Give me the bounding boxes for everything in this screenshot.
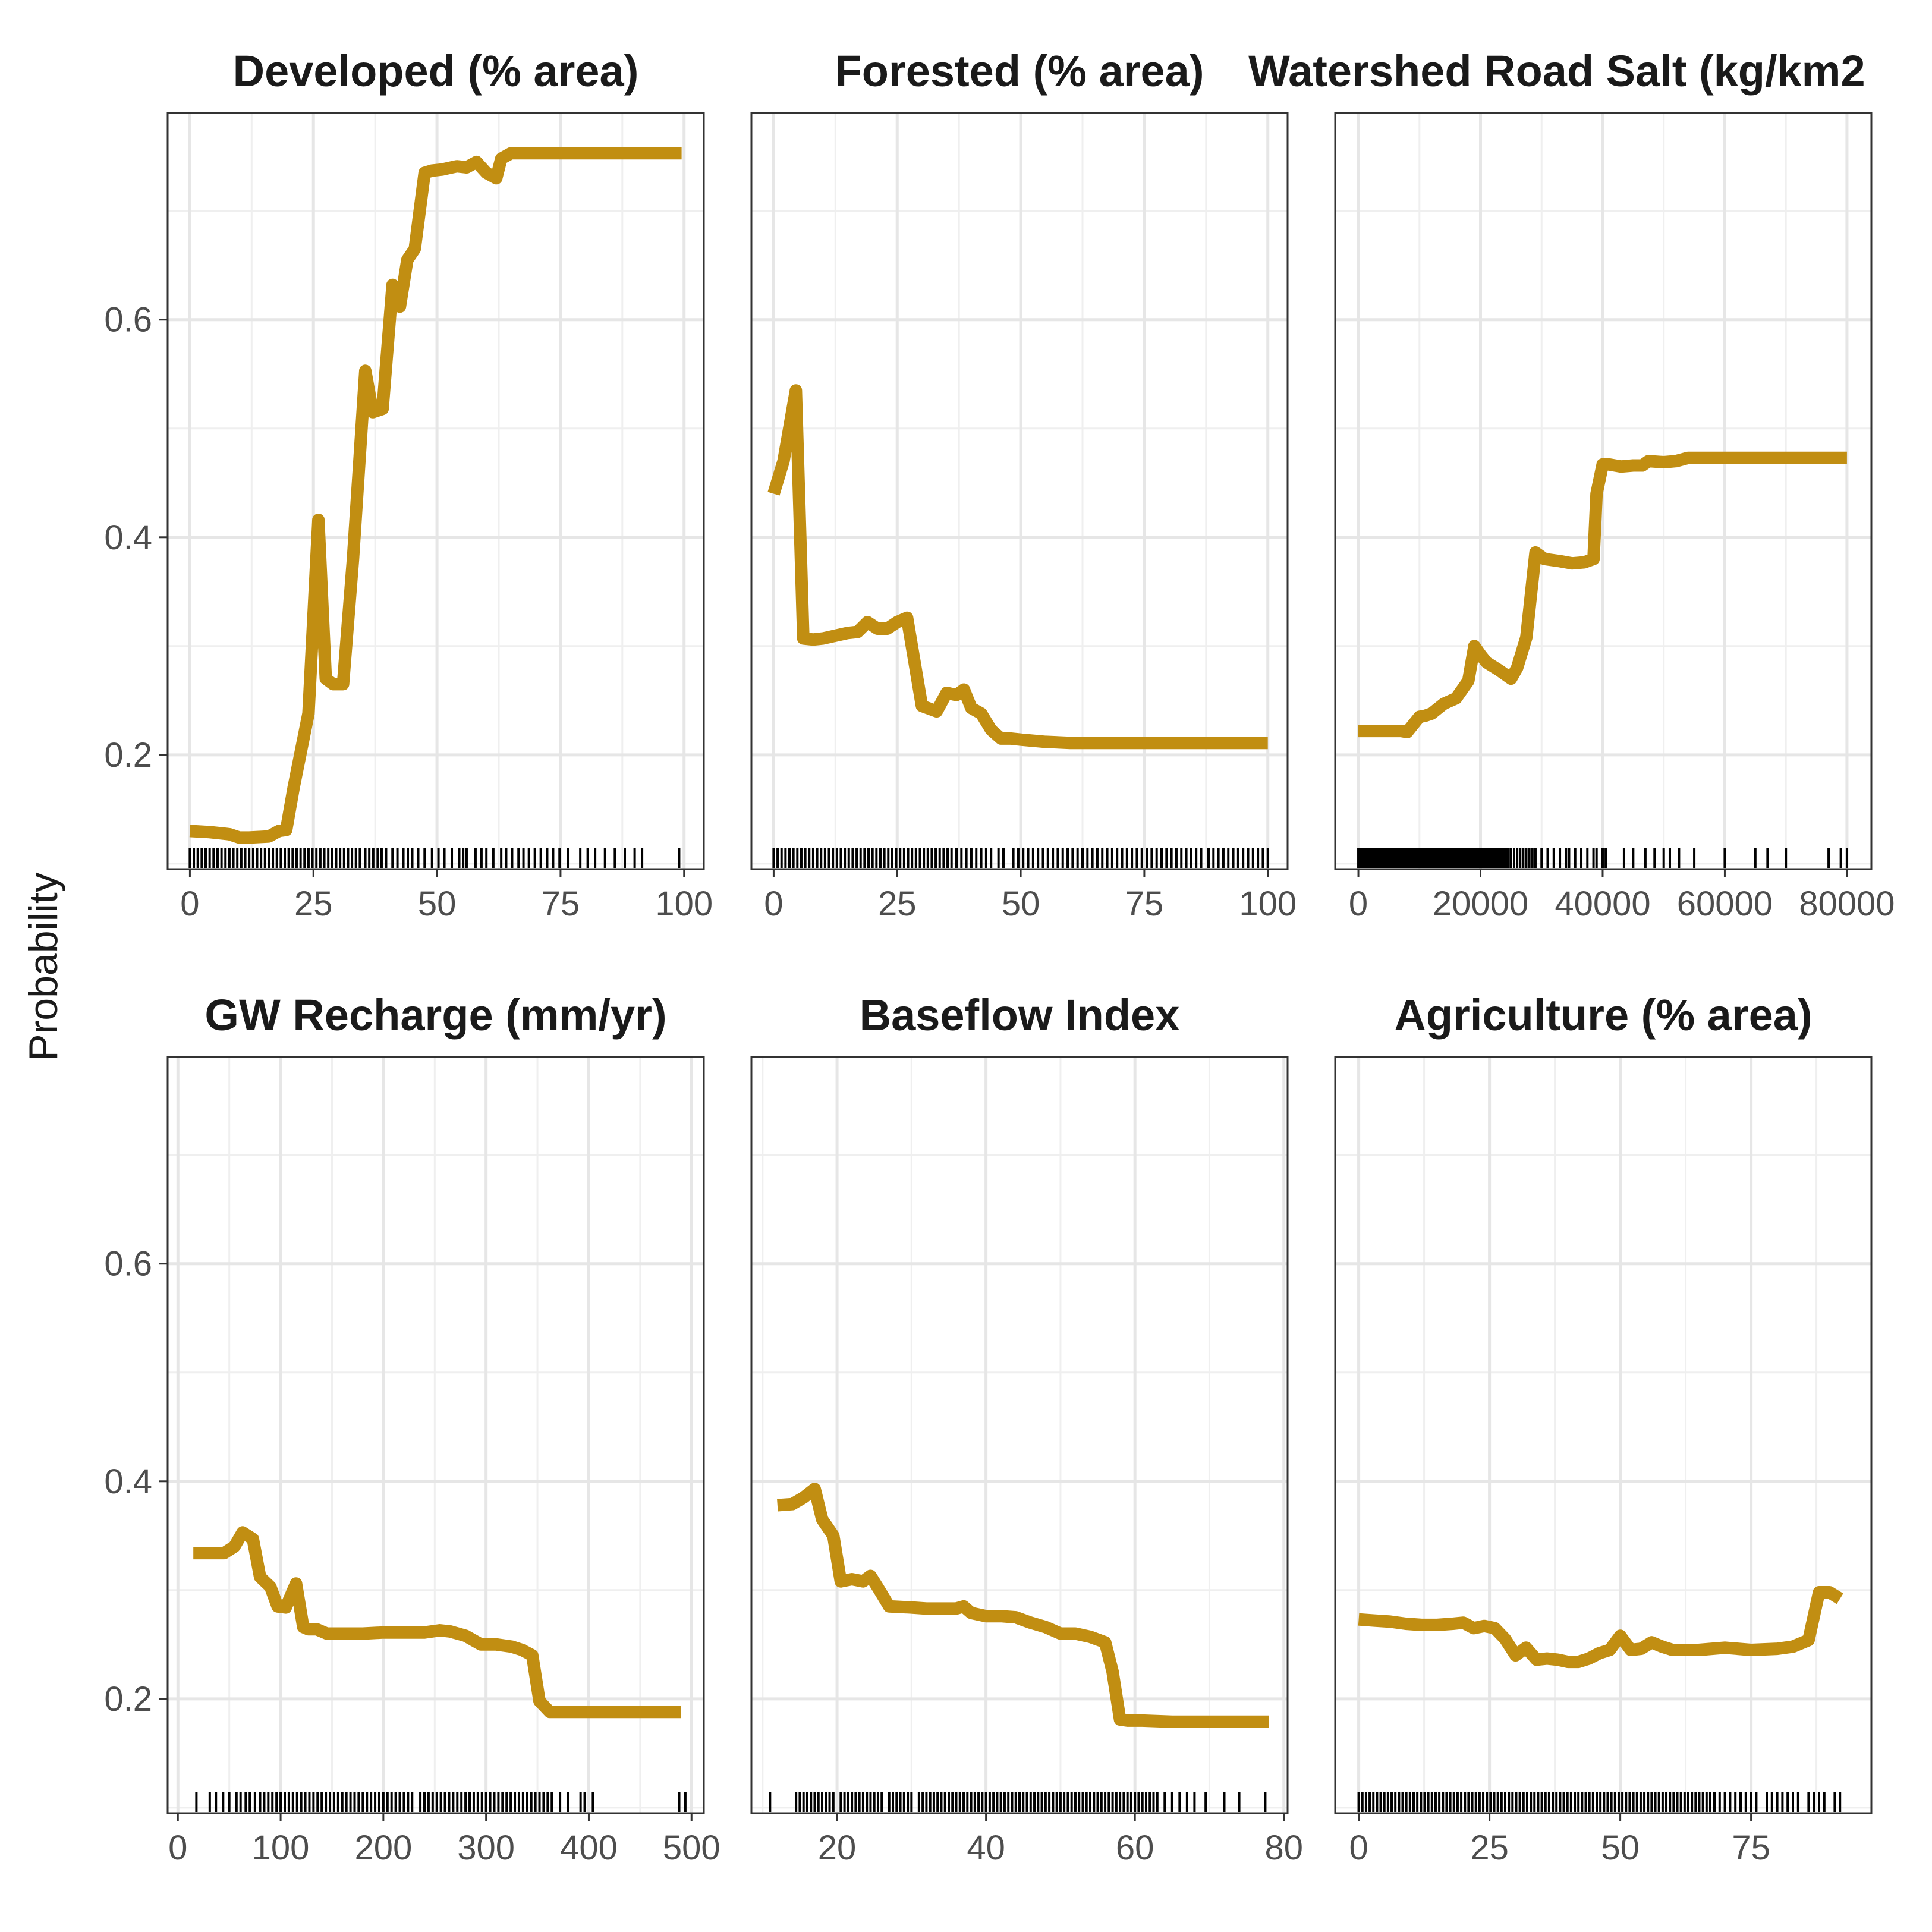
x-axis: 20 40 60 80	[818, 1813, 1303, 1867]
x-tick-label: 0	[764, 885, 783, 923]
x-tick-label: 300	[457, 1829, 515, 1867]
y-tick-label: 0.2	[104, 1680, 152, 1719]
x-tick-label: 20000	[1433, 885, 1528, 923]
panel-forested-area: 0 25 50 75 100 Forested (% area)	[750, 46, 1297, 923]
panel-developed-area: 0 25 50 75 100 0.2 0.4 0.6 Developed (% area)	[104, 46, 713, 923]
x-tick-label: 50	[418, 885, 457, 923]
x-axis: 0 100 200 300 400 500	[168, 1813, 720, 1867]
partial-dependence-line	[1358, 1586, 1843, 1669]
x-tick-label: 60	[1116, 1829, 1154, 1867]
panel-border	[1334, 1056, 1873, 1814]
panel-title: Developed (% area)	[233, 46, 639, 96]
x-tick-label: 50	[1601, 1829, 1640, 1867]
panel-title: Baseflow Index	[860, 990, 1180, 1040]
x-tick-label: 400	[560, 1829, 618, 1867]
x-tick-label: 0	[180, 885, 199, 923]
x-tick-label: 75	[1125, 885, 1164, 923]
x-axis: 0 25 50 75	[1349, 1813, 1770, 1867]
x-tick-label: 75	[1732, 1829, 1770, 1867]
panel-agriculture-area: 0 25 50 75 Agriculture (% area)	[1334, 990, 1873, 1867]
y-tick-label: 0.6	[104, 1245, 152, 1283]
partial-dependence-line	[777, 1483, 1269, 1728]
x-tick-label: 200	[354, 1829, 412, 1867]
y-tick-label: 0.6	[104, 301, 152, 339]
x-tick-label: 100	[1239, 885, 1297, 923]
x-tick-label: 80000	[1799, 885, 1895, 923]
x-tick-label: 0	[168, 1829, 187, 1867]
x-tick-label: 25	[1470, 1829, 1509, 1867]
rug-marks	[1357, 1792, 1842, 1812]
x-tick-label: 20	[818, 1829, 857, 1867]
x-tick-label: 0	[1349, 1829, 1368, 1867]
rug-marks	[772, 848, 1269, 868]
panel-title: Forested (% area)	[835, 46, 1204, 96]
panel-border	[166, 112, 705, 870]
x-tick-label: 40000	[1555, 885, 1650, 923]
partial-dependence-line	[1358, 451, 1847, 738]
x-tick-label: 80	[1264, 1829, 1303, 1867]
x-tick-label: 25	[294, 885, 333, 923]
rug-marks	[769, 1792, 1267, 1812]
y-tick-label: 0.4	[104, 1462, 152, 1501]
y-tick-label: 0.4	[104, 518, 152, 557]
x-tick-label: 500	[663, 1829, 720, 1867]
x-tick-label: 60000	[1677, 885, 1773, 923]
x-tick-label: 75	[542, 885, 580, 923]
y-tick-label: 0.2	[104, 736, 152, 775]
x-tick-label: 50	[1002, 885, 1040, 923]
panels-layer: 0 25 50 75 100 0.2 0.4 0.6 Developed (% area) 0 25…	[104, 46, 1895, 1867]
panel-gw-recharge-mm-yr: 0 100 200 300 400 500 0.2 0.4 0.6 GW Recharge (mm…	[104, 990, 720, 1867]
panel-title: Agriculture (% area)	[1394, 990, 1812, 1040]
x-axis: 0 25 50 75 100	[764, 869, 1297, 923]
panel-baseflow-index: 20 40 60 80 Baseflow Index	[750, 990, 1303, 1867]
rug-marks	[1357, 848, 1848, 868]
panel-title: GW Recharge (mm/yr)	[204, 990, 666, 1040]
x-tick-label: 100	[655, 885, 713, 923]
grid	[751, 1057, 1288, 1813]
y-axis: 0.2 0.4 0.6	[104, 301, 168, 775]
panel-border	[750, 1056, 1289, 1814]
panel-border	[750, 112, 1289, 870]
partial-dependence-line	[193, 1526, 681, 1719]
y-axis-label: Probability	[21, 872, 66, 1061]
x-tick-label: 25	[878, 885, 917, 923]
rug-marks	[195, 1792, 687, 1812]
panel-border	[166, 1056, 705, 1814]
x-tick-label: 100	[252, 1829, 310, 1867]
y-axis: 0.2 0.4 0.6	[104, 1245, 168, 1719]
grid	[168, 113, 704, 869]
panel-title: Watershed Road Salt (kg/km2	[1248, 46, 1865, 96]
grid	[168, 1057, 704, 1813]
x-axis: 0 20000 40000 60000 80000	[1349, 869, 1895, 923]
x-tick-label: 40	[967, 1829, 1005, 1867]
rug-marks	[188, 848, 681, 868]
partial-dependence-line	[189, 147, 682, 844]
partial-dependence-line	[767, 384, 1268, 750]
x-axis: 0 25 50 75 100	[180, 869, 713, 923]
panel-watershed-road-salt-kg-km2: 0 20000 40000 60000 80000 Watershed Road Salt…	[1248, 46, 1895, 923]
x-tick-label: 0	[1349, 885, 1368, 923]
